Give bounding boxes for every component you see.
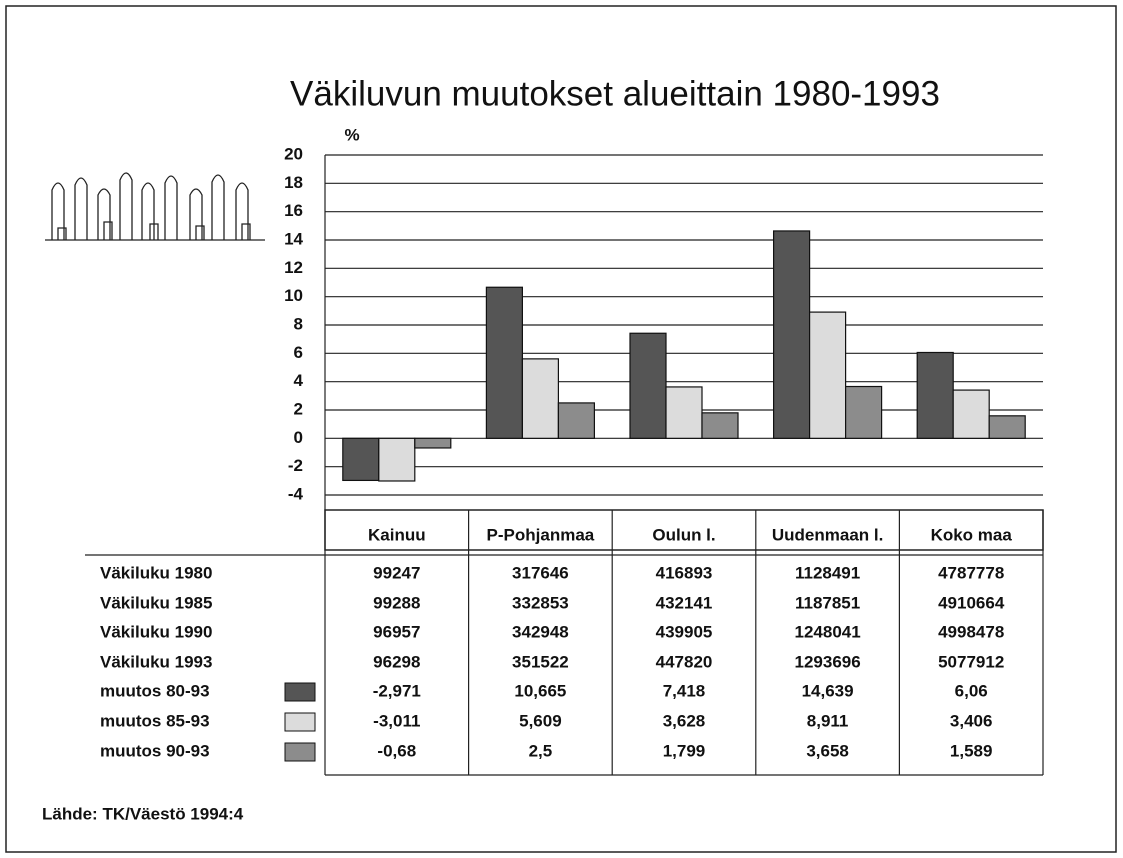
data-label: 3,628: [663, 711, 706, 730]
data-label: 7,418: [663, 681, 706, 700]
bar: [343, 438, 379, 480]
x-tick-label: Kainuu: [368, 525, 426, 544]
table-cell: 342948: [512, 622, 569, 641]
table-cell: 332853: [512, 593, 569, 612]
row-label: Väkiluku 1990: [100, 622, 212, 641]
bar: [810, 312, 846, 438]
y-axis-label: %: [344, 125, 359, 144]
y-tick-label: 2: [294, 399, 303, 418]
table-cell: 416893: [656, 563, 713, 582]
data-label: 3,658: [806, 741, 849, 760]
legend-label: muutos 80-93: [100, 681, 210, 700]
bar: [989, 416, 1025, 439]
row-label: Väkiluku 1980: [100, 563, 212, 582]
data-label: -0,68: [377, 741, 416, 760]
y-tick-label: 4: [294, 371, 304, 390]
legend-swatch: [285, 743, 315, 761]
data-label: -2,971: [373, 681, 421, 700]
people-icon: [45, 173, 265, 240]
x-tick-label: Uudenmaan l.: [772, 525, 883, 544]
table-cell: 432141: [656, 593, 713, 612]
y-tick-label: 6: [294, 343, 303, 362]
bar: [486, 287, 522, 438]
bar: [415, 438, 451, 448]
bar: [666, 387, 702, 438]
y-tick-label: -4: [288, 484, 304, 503]
table-cell: 1248041: [795, 622, 861, 641]
data-label: 10,665: [514, 681, 566, 700]
legend-label: muutos 90-93: [100, 741, 210, 760]
bar: [702, 413, 738, 438]
bar: [774, 231, 810, 438]
y-tick-label: 16: [284, 201, 303, 220]
bar: [558, 403, 594, 438]
x-tick-label: Koko maa: [931, 525, 1013, 544]
x-tick-label: P-Pohjanmaa: [487, 525, 595, 544]
table-cell: 317646: [512, 563, 569, 582]
table-cell: 4998478: [938, 622, 1004, 641]
data-label: 6,06: [955, 681, 988, 700]
data-label: 14,639: [802, 681, 854, 700]
table-cell: 4910664: [938, 593, 1005, 612]
chart-title: Väkiluvun muutokset alueittain 1980-1993: [290, 74, 940, 113]
data-label: 1,589: [950, 741, 993, 760]
y-tick-label: -2: [288, 456, 303, 475]
legend-swatch: [285, 713, 315, 731]
table-cell: 99247: [373, 563, 420, 582]
legend-swatch: [285, 683, 315, 701]
bar: [630, 333, 666, 438]
row-label: Väkiluku 1993: [100, 652, 212, 671]
data-label: 8,911: [807, 711, 849, 730]
table-cell: 96957: [373, 622, 420, 641]
table-cell: 99288: [373, 593, 420, 612]
table-cell: 1293696: [795, 652, 861, 671]
table-cell: 351522: [512, 652, 569, 671]
y-tick-label: 20: [284, 144, 303, 163]
table-cell: 447820: [656, 652, 713, 671]
data-label: 3,406: [950, 711, 993, 730]
table-cell: 5077912: [938, 652, 1004, 671]
bar: [953, 390, 989, 438]
row-label: Väkiluku 1985: [100, 593, 212, 612]
x-tick-label: Oulun l.: [652, 525, 715, 544]
data-label: -3,011: [373, 711, 420, 730]
y-tick-label: 18: [284, 173, 303, 192]
y-tick-label: 10: [284, 286, 303, 305]
table-cell: 439905: [656, 622, 713, 641]
table-cell: 4787778: [938, 563, 1004, 582]
bar: [917, 352, 953, 438]
bar: [522, 359, 558, 438]
chart: Väkiluvun muutokset alueittain 1980-1993…: [0, 0, 1123, 858]
y-tick-label: 12: [284, 258, 303, 277]
data-label: 2,5: [529, 741, 553, 760]
legend-label: muutos 85-93: [100, 711, 210, 730]
source-note: Lähde: TK/Väestö 1994:4: [42, 804, 244, 823]
y-tick-label: 8: [294, 314, 303, 333]
bar: [379, 438, 415, 481]
y-tick-label: 0: [294, 428, 303, 447]
table-cell: 1128491: [795, 563, 860, 582]
table-cell: 96298: [373, 652, 420, 671]
table-cell: 1187851: [795, 593, 860, 612]
data-label: 1,799: [663, 741, 706, 760]
bar: [846, 387, 882, 439]
data-label: 5,609: [519, 711, 562, 730]
y-tick-label: 14: [284, 229, 303, 248]
